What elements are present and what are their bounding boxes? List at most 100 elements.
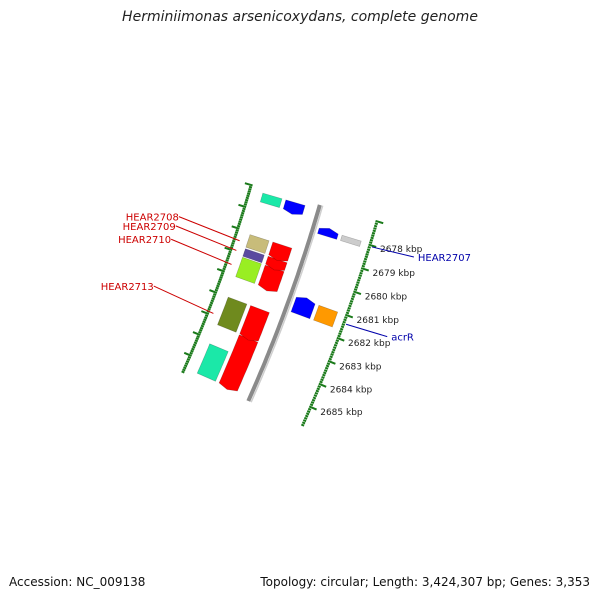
feature-outer-cog [235, 256, 262, 284]
inner-minor-tick [196, 335, 200, 339]
ruler-minor-tick [323, 371, 327, 375]
gene-label-leader [178, 216, 240, 242]
ruler-minor-tick [363, 257, 368, 261]
ruler-major-tick [360, 267, 370, 272]
inner-minor-tick [209, 301, 214, 305]
ruler-minor-tick [334, 341, 339, 345]
inner-minor-tick [231, 241, 235, 245]
ruler-minor-tick [324, 366, 329, 370]
inner-minor-tick [223, 263, 228, 267]
ruler-minor-tick [332, 346, 337, 350]
inner-major-tick [183, 351, 192, 357]
ruler-minor-tick [373, 227, 377, 230]
feature-outer-rna [196, 343, 229, 382]
inner-minor-tick [198, 330, 202, 334]
ruler-minor-tick [319, 380, 323, 384]
ruler-minor-tick [311, 398, 316, 402]
inner-minor-tick [204, 316, 208, 320]
ruler-minor-tick [371, 234, 375, 237]
ruler-minor-tick [349, 299, 354, 303]
inner-minor-tick [201, 322, 206, 326]
inner-minor-tick [211, 297, 215, 301]
inner-minor-tick [234, 231, 239, 234]
ruler-minor-tick [304, 414, 309, 418]
ruler-minor-tick [340, 325, 345, 329]
gene-label: HEAR2708 [126, 213, 179, 224]
inner-minor-tick [202, 320, 206, 324]
inner-minor-tick [210, 299, 215, 303]
ruler-label: 2678 kbp [380, 245, 423, 255]
inner-minor-tick [214, 288, 219, 292]
ruler-minor-tick [338, 332, 342, 336]
inner-minor-tick [181, 370, 185, 374]
feature-outer-cds [239, 305, 270, 342]
inner-minor-tick [222, 267, 226, 271]
ruler-minor-tick [301, 421, 306, 425]
ruler-minor-tick [303, 416, 308, 420]
inner-minor-tick [220, 271, 225, 275]
gene-label-leader [175, 225, 237, 251]
ruler-minor-tick [370, 236, 374, 240]
inner-minor-tick [216, 284, 220, 288]
inner-minor-tick [198, 328, 203, 332]
ruler-minor-tick [321, 375, 325, 379]
gene-label: HEAR2709 [123, 222, 176, 233]
ruler-major-tick [327, 359, 336, 365]
inner-minor-tick [186, 357, 191, 362]
inner-minor-tick [226, 254, 231, 258]
ruler-minor-tick [345, 311, 350, 315]
inner-minor-tick [243, 203, 248, 206]
ruler-minor-tick [369, 238, 374, 242]
ruler-minor-tick [347, 306, 351, 310]
ruler-minor-tick [325, 364, 330, 368]
gene-label: HEAR2713 [101, 282, 154, 293]
genome-summary: Topology: circular; Length: 3,424,307 bp… [260, 575, 590, 589]
inner-minor-tick [220, 273, 224, 277]
feature-inner-cog [340, 234, 362, 247]
inner-minor-tick [239, 216, 244, 219]
ruler-major-tick [318, 382, 327, 388]
ruler-minor-tick [332, 348, 336, 352]
feature-outer-cds [265, 255, 288, 271]
gene-label-leader [153, 285, 214, 314]
map-title: Herminiimonas arsenicoxydans, complete g… [122, 9, 478, 25]
ruler-minor-tick [367, 245, 371, 249]
ruler-minor-tick [364, 255, 369, 259]
ruler-minor-tick [374, 222, 379, 226]
inner-major-tick [216, 267, 226, 273]
inner-major-tick [231, 225, 240, 230]
ruler-minor-tick [346, 309, 351, 313]
inner-minor-tick [212, 293, 217, 296]
ruler-minor-tick [312, 396, 317, 400]
ruler-minor-tick [342, 320, 346, 324]
ruler-minor-tick [326, 362, 331, 366]
gene-label-leader [345, 323, 388, 338]
feature-outer-cds [282, 199, 306, 215]
inner-minor-tick [184, 362, 189, 366]
ruler-minor-tick [306, 410, 311, 414]
accession-label: Accession: NC_009138 [9, 575, 146, 589]
inner-minor-tick [192, 343, 197, 347]
inner-major-tick [192, 331, 201, 336]
inner-minor-tick [193, 341, 198, 345]
ruler-minor-tick [320, 378, 324, 382]
inner-minor-tick [207, 307, 211, 311]
inner-minor-tick [228, 250, 232, 254]
ruler-minor-tick [341, 323, 346, 326]
feature-outer-cog [217, 296, 248, 333]
ruler-minor-tick [349, 302, 353, 306]
inner-minor-tick [240, 213, 244, 217]
feature-outer-cog [245, 234, 270, 254]
inner-minor-tick [229, 246, 234, 250]
ruler-label: 2685 kbp [320, 408, 363, 418]
inner-minor-tick [238, 218, 243, 222]
inner-minor-tick [200, 324, 205, 328]
inner-minor-tick [227, 252, 232, 256]
ruler-minor-tick [323, 369, 328, 373]
feature-outer-cog [242, 248, 265, 264]
backbone-highlight [250, 205, 324, 403]
inner-minor-tick [248, 187, 252, 191]
ruler-major-tick [353, 290, 362, 295]
